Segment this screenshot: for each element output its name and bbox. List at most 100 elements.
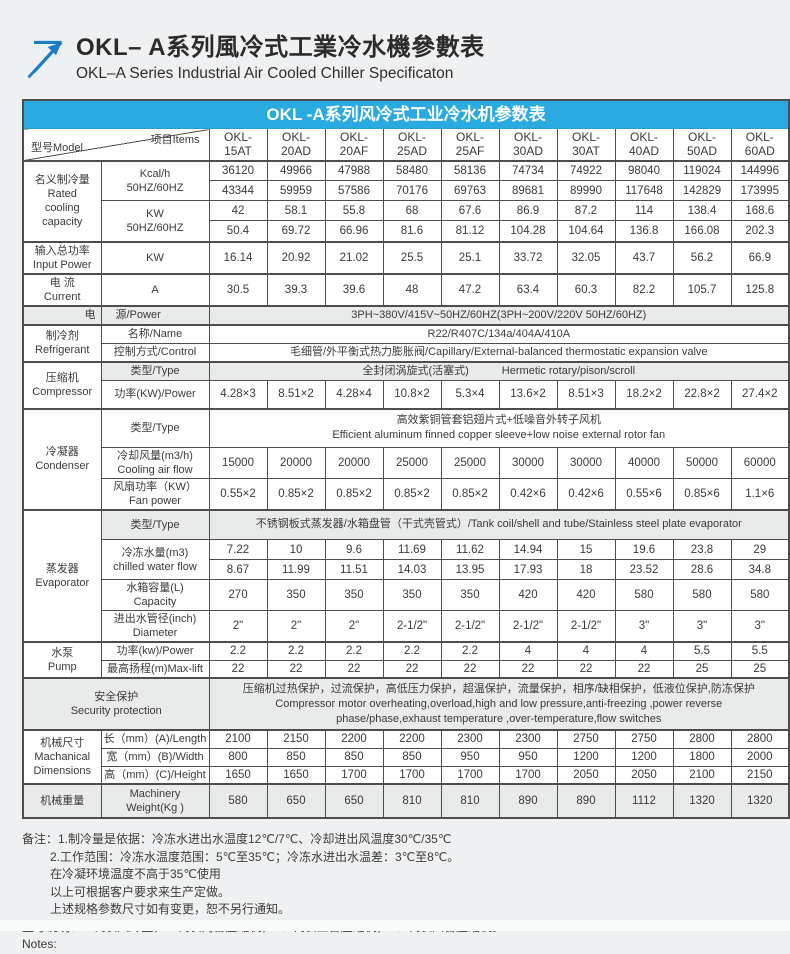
- value-cell: 2200: [324, 729, 384, 749]
- value-cell: 117648: [614, 180, 674, 201]
- value-cell: 30.5: [208, 272, 268, 306]
- value-cell: 22: [440, 659, 500, 679]
- value-cell: 2200: [382, 729, 442, 749]
- value-cell: 5.3×4: [440, 379, 500, 410]
- value-cell: 11.62: [440, 539, 500, 560]
- merged-value-cell: 3PH~380V/415V~50HZ/60HZ(3PH~200V/220V 50…: [208, 304, 790, 325]
- value-cell: 850: [382, 747, 442, 767]
- value-cell: 11.69: [382, 539, 442, 560]
- value-cell: 2100: [208, 729, 268, 749]
- row-item-label: 长（mm）(A)/Length: [100, 729, 210, 749]
- value-cell: 350: [324, 579, 384, 611]
- table-row: 冷凝器 Condenser 类型/Type 高效紫铜管套铝翅片式+低噪音外转子风机 Ef…: [22, 408, 790, 510]
- value-cell: 2.2: [208, 641, 268, 661]
- value-cell: 3": [730, 610, 790, 643]
- value-cell: 2750: [556, 729, 616, 749]
- row-group-label: 冷凝器 Condenser: [22, 408, 102, 510]
- value-cell: 8.51×3: [556, 379, 616, 410]
- table-row: 压缩机 Compressor 类型/Type 全封闭涡旋式(活塞式) Hermetic…: [22, 360, 790, 410]
- value-cell: 17.93: [498, 559, 558, 580]
- value-cell: 29: [730, 539, 790, 560]
- value-cell: 10.8×2: [382, 379, 442, 410]
- row-item-label: 名称/Name: [100, 323, 210, 344]
- value-cell: 67.6: [440, 200, 500, 221]
- value-cell: 13.95: [440, 559, 500, 580]
- value-cell: 0.85×2: [382, 477, 442, 510]
- row-item-label: 类型/Type: [100, 360, 210, 381]
- value-cell: 58480: [382, 160, 442, 181]
- value-cell: 89681: [498, 180, 558, 201]
- value-cell: 2.2: [440, 641, 500, 661]
- page-subtitle: OKL–A Series Industrial Air Cooled Chill…: [76, 65, 454, 82]
- value-cell: 4: [498, 641, 558, 661]
- row-item-label: 类型/Type: [100, 508, 210, 540]
- value-cell: 1320: [730, 783, 790, 819]
- table-row: 机械尺寸 Machanical Dimensions 长（mm）(A)/Length 2…: [22, 729, 790, 785]
- table-row: 进出水管径(inch) Diameter 2" 2" 2" 2-1/2" 2-1/2" 2-1…: [23, 610, 790, 643]
- value-cell: 60000: [730, 446, 790, 479]
- value-cell: 30000: [556, 446, 616, 479]
- value-cell: 580: [614, 579, 674, 611]
- row-group-label: 输入总功率 Input Power: [22, 240, 102, 274]
- value-cell: 66.9: [730, 240, 790, 274]
- merged-value-cell: 不锈钢板式蒸发器/水箱盘管（干式壳管式）/Tank coil/shell and…: [208, 508, 790, 540]
- value-cell: 2800: [730, 729, 790, 749]
- row-item-label: 宽（mm）(B)/Width: [100, 747, 210, 767]
- value-cell: 173995: [730, 180, 790, 201]
- table-row: KW 50HZ/60HZ 42 58.1 55.8 68 67.6 86.9 87.2 114 13…: [23, 200, 790, 242]
- row-item-label: Kcal/h 50HZ/60HZ: [100, 160, 210, 201]
- column-header-50ad: OKL- 50AD: [672, 128, 732, 162]
- table-row: 43344 59959 57586 70176 69763 89681 89990 11764…: [23, 180, 790, 201]
- value-cell: 1.1×6: [730, 477, 790, 510]
- value-cell: 2": [266, 610, 326, 643]
- value-cell: 2-1/2": [498, 610, 558, 643]
- value-cell: 15000: [208, 446, 268, 479]
- value-cell: 5.5: [730, 641, 790, 661]
- value-cell: 890: [498, 783, 558, 819]
- value-cell: 890: [556, 783, 616, 819]
- table-row: 最高扬程(m)Max-lift 22 22 22 22 22 22 22 22 25 25: [23, 659, 790, 679]
- page-title: OKL– A系列風冷式工業冷水機參數表: [76, 34, 485, 61]
- value-cell: 14.94: [498, 539, 558, 560]
- notes: 备注：1.制冷量是依据：冷冻水进出水温度12℃/7℃、冷却进出风温度30℃/35…: [22, 831, 772, 954]
- value-cell: 1650: [208, 765, 268, 785]
- value-cell: 350: [382, 579, 442, 611]
- value-cell: 2": [208, 610, 268, 643]
- value-cell: 22: [324, 659, 384, 679]
- value-cell: 11.99: [266, 559, 326, 580]
- value-cell: 104.64: [556, 220, 616, 242]
- page-header: OKL– A系列風冷式工業冷水機參數表 OKL–A Series Industr…: [22, 33, 790, 89]
- value-cell: 87.2: [556, 200, 616, 221]
- value-cell: 63.4: [498, 272, 558, 306]
- value-cell: 650: [266, 783, 326, 819]
- value-cell: 25: [672, 659, 732, 679]
- value-cell: 23.52: [614, 559, 674, 580]
- value-cell: 69.72: [266, 220, 326, 242]
- row-item-label: 控制方式/Control: [100, 342, 210, 362]
- value-cell: 1200: [614, 747, 674, 767]
- value-cell: 33.72: [498, 240, 558, 274]
- value-cell: 119024: [672, 160, 732, 181]
- value-cell: 81.12: [440, 220, 500, 242]
- merged-value-cell: 高效紫铜管套铝翅片式+低噪音外转子风机 Efficient aluminum fi…: [208, 408, 790, 448]
- value-cell: 50000: [672, 446, 732, 479]
- column-header-60ad: OKL- 60AD: [730, 128, 790, 162]
- value-cell: 350: [266, 579, 326, 611]
- row-item-label: 风扇功率（KW） Fan power: [100, 477, 210, 510]
- value-cell: 15: [556, 539, 616, 560]
- table-row: 功率(KW)/Power 4.28×3 8.51×2 4.28×4 10.8×2 5.3×…: [23, 379, 790, 410]
- value-cell: 70176: [382, 180, 442, 201]
- table-row: 冷却风量(m3/h) Cooling air flow 15000 20000 2000…: [23, 446, 790, 479]
- value-cell: 8.67: [208, 559, 268, 580]
- value-cell: 950: [440, 747, 500, 767]
- value-cell: 2150: [730, 765, 790, 785]
- row-item-label: 类型/Type: [100, 408, 210, 448]
- notes-line: 以上可根据客户要求来生产定做。: [50, 884, 231, 899]
- table-row: 冷冻水量(m3) chilled water flow 7.22 10 9.6 11.69…: [23, 539, 790, 580]
- value-cell: 104.28: [498, 220, 558, 242]
- value-cell: 30000: [498, 446, 558, 479]
- bottom-strip: [0, 920, 790, 931]
- notes-line: 在冷凝环境温度不高于35℃使用: [50, 867, 221, 881]
- column-header-15at: OKL- 15AT: [208, 128, 268, 162]
